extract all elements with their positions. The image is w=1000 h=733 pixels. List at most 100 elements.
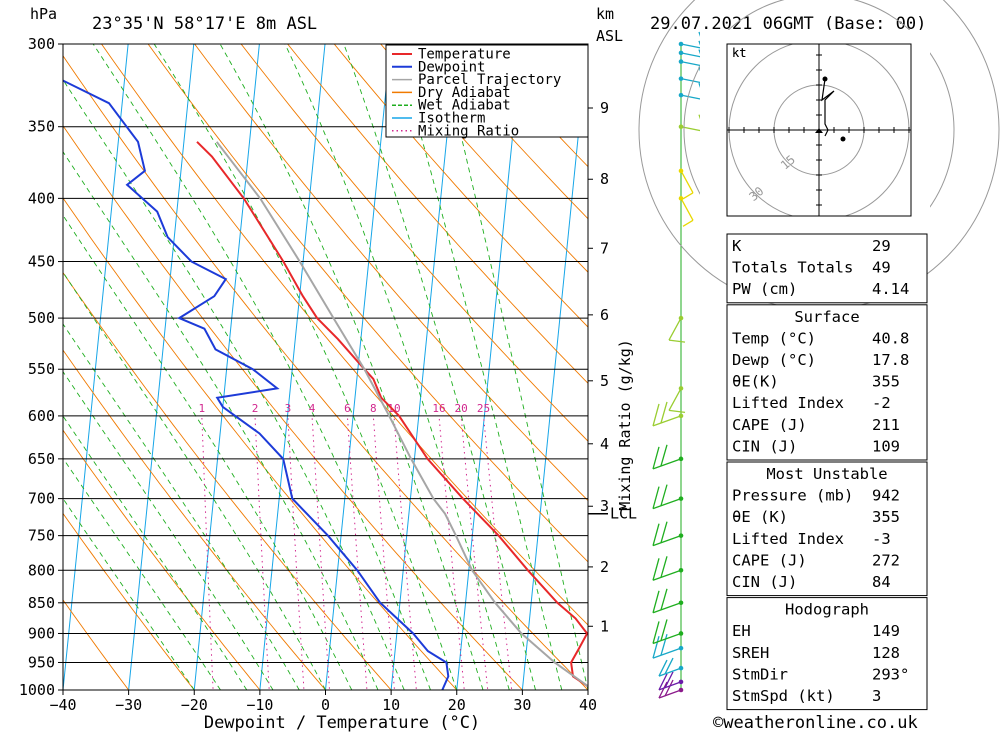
wet-adiabat-line: [63, 370, 274, 690]
panel-title: Hodograph: [785, 601, 869, 619]
legend-label: Parcel Trajectory: [418, 72, 561, 88]
panel-row-value: 355: [872, 373, 900, 391]
pressure-tick-label: 400: [28, 189, 55, 207]
pressure-tick-label: 1000: [19, 681, 55, 699]
wind-level-dot: [678, 124, 684, 130]
legend-label: Dry Adiabat: [418, 85, 511, 101]
panel-row-value: 49: [872, 259, 891, 277]
panel-row-value: -2: [872, 394, 891, 412]
pressure-tick-label: 450: [28, 253, 55, 271]
dry-adiabat-line: [426, 44, 588, 220]
panel-title: Most Unstable: [766, 465, 887, 483]
panel-row-value: 128: [872, 644, 900, 662]
wet-adiabat-line: [153, 44, 458, 690]
height-tick-label: 4: [600, 435, 609, 453]
isotherm-line: [0, 0, 7, 716]
hodograph-endpoint: [822, 76, 828, 82]
wind-barb-feather: [660, 588, 668, 610]
pressure-tick-label: 950: [28, 653, 55, 671]
location-title: 23°35'N 58°17'E 8m ASL: [92, 14, 317, 34]
mixing-ratio-label: 16: [432, 402, 445, 415]
wind-barb-feather: [682, 192, 694, 200]
mixing-ratio-axis-label: Mixing Ratio (g/kg): [616, 339, 634, 511]
wet-adiabat-line: [63, 415, 248, 690]
mixing-ratio-label: 3: [285, 402, 292, 415]
hpa-axis-unit: hPa: [30, 5, 57, 23]
mixing-ratio-label: 4: [309, 402, 316, 415]
dry-adiabat-line: [333, 44, 588, 328]
dry-adiabat-line: [240, 44, 588, 442]
wind-barb-feather: [652, 486, 660, 509]
pressure-tick-label: 350: [28, 118, 55, 136]
temperature-profile: [196, 141, 588, 688]
panel-row-label: Totals Totals: [732, 259, 853, 277]
copyright-footer: ©weatheronline.co.uk: [713, 713, 918, 733]
lcl-label: LCL: [610, 505, 637, 523]
height-tick-label: 8: [600, 170, 609, 188]
mixing-ratio-label: 10: [387, 402, 400, 415]
pressure-tick-label: 800: [28, 561, 55, 579]
hodograph-frame-top: [726, 43, 912, 217]
wind-barb-feather: [664, 671, 674, 689]
legend-label: Dewpoint: [418, 59, 485, 75]
wet-adiabat-line: [284, 44, 510, 690]
wind-barb: [652, 633, 682, 659]
height-tick-label: 2: [600, 558, 609, 576]
temperature-tick-label: −10: [246, 696, 273, 714]
wind-barb-feather: [660, 401, 668, 424]
panel-row-value: 40.8: [872, 329, 909, 347]
panel-row-value: 3: [872, 687, 881, 705]
panel-row-label: Pressure (mb): [732, 487, 853, 505]
wind-barb-shaft: [680, 198, 694, 221]
wind-barb-feather: [652, 523, 660, 546]
wind-barb: [680, 198, 694, 227]
wind-barb-feather: [660, 484, 668, 506]
wind-barb-feather: [658, 673, 668, 691]
height-tick-label: 1: [600, 617, 609, 635]
pressure-tick-label: 700: [28, 490, 55, 508]
plot-frame: [62, 43, 589, 691]
panel-box: [726, 233, 928, 304]
wind-barb-feather: [664, 679, 674, 697]
wind-barb-feather: [658, 681, 668, 699]
wet-adiabat-line: [63, 323, 300, 690]
hodograph-trace: [821, 78, 835, 137]
wind-barb: [658, 657, 682, 677]
panel-row-label: CIN (J): [732, 437, 797, 455]
panel-row-label: CIN (J): [732, 573, 797, 591]
wet-adiabat-line: [63, 214, 353, 690]
wind-barb: [652, 619, 682, 645]
wind-barb: [652, 556, 682, 581]
panel-box: [726, 461, 928, 597]
pressure-tick-label: 750: [28, 527, 55, 545]
dewpoint-profile: [63, 79, 450, 690]
isotherm-line: [128, 44, 195, 690]
wind-barb-feather: [652, 635, 660, 659]
mixing-ratio-labels: 1 2 3 4 6 8 10 16 20 25: [198, 402, 490, 415]
panel-box: [726, 304, 928, 461]
mixing-ratio-line: [483, 415, 513, 690]
wet-adiabat-line: [92, 44, 431, 690]
panel-row-value: 272: [872, 551, 900, 569]
hodograph: kt 153045kt: [638, 0, 1000, 311]
datetime-title: 29.07.2021 06GMT (Base: 00): [650, 14, 926, 34]
mixing-ratio-label: 25: [477, 402, 490, 415]
mixing-ratio-line: [311, 415, 331, 690]
wind-barb: [668, 317, 686, 343]
asl-axis-unit: ASL: [596, 27, 623, 45]
temperature-tick-label: 40: [579, 696, 597, 714]
panel-title: Surface: [794, 308, 859, 326]
panel-row-value: 109: [872, 437, 900, 455]
wet-adiabat-line: [63, 271, 326, 690]
pressure-tick-label: 850: [28, 594, 55, 612]
panel-box: [726, 597, 928, 711]
panel-row-value: 84: [872, 573, 891, 591]
profile-lines: [63, 79, 588, 690]
panel-row-label: StmSpd (kt): [732, 687, 835, 705]
pressure-tick-label: 500: [28, 309, 55, 327]
panel-row-value: 355: [872, 508, 900, 526]
wind-barb-feather: [682, 219, 694, 227]
pressure-tick-label: 300: [28, 35, 55, 53]
storm-motion-marker: [840, 136, 846, 142]
wind-barb-shaft: [658, 681, 682, 691]
